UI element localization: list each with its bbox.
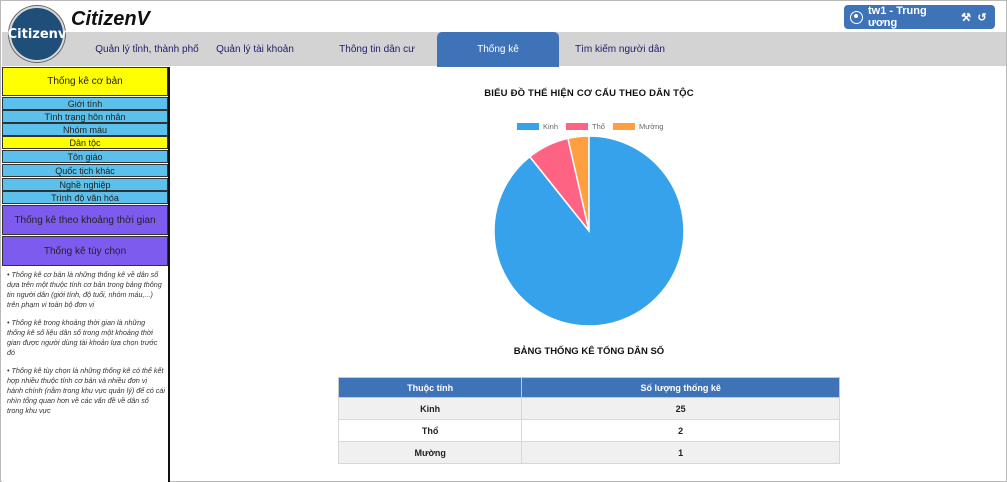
- sidebar-item-occupation[interactable]: Nghề nghiệp: [2, 178, 168, 191]
- sidebar-item-nationality[interactable]: Quốc tịch khác: [2, 164, 168, 177]
- cell-count: 2: [521, 419, 840, 442]
- table-header-row: Thuộc tính Số lượng thống kê: [337, 377, 840, 398]
- legend-label: Kinh: [543, 122, 559, 131]
- logo-text: Citizenv: [7, 26, 67, 42]
- legend-item[interactable]: Kinh: [517, 122, 558, 131]
- header-attribute: Thuộc tính: [337, 377, 523, 398]
- pie-slice-kinh[interactable]: [493, 135, 685, 327]
- sidebar-period-stats[interactable]: Thống kê theo khoảng thời gian: [2, 205, 168, 235]
- note-custom: • Thống kê tùy chọn là những thống kê có…: [7, 366, 165, 415]
- nav-search-citizen[interactable]: Tìm kiếm người dân: [575, 43, 665, 55]
- legend-label: Mường: [638, 122, 664, 131]
- cell-count: 1: [521, 441, 840, 464]
- sidebar-item-ethnicity[interactable]: Dân tộc: [2, 136, 168, 149]
- legend-swatch: [612, 123, 635, 130]
- user-icon: [850, 10, 863, 24]
- sidebar-item-education[interactable]: Trình độ văn hóa: [2, 191, 168, 204]
- tools-icon[interactable]: ⚒: [961, 11, 971, 24]
- sidebar-basic-stats[interactable]: Thống kê cơ bản: [2, 67, 168, 96]
- cell-attribute: Thổ: [337, 419, 523, 442]
- table-row: Thổ 2: [337, 419, 840, 442]
- legend-swatch: [517, 123, 539, 130]
- user-menu[interactable]: tw1 - Trung ương ⚒ ↺: [844, 5, 995, 29]
- cell-attribute: Mường: [337, 441, 523, 464]
- brand-title: CitizenV: [71, 8, 150, 30]
- logo[interactable]: Citizenv: [7, 6, 67, 62]
- legend-item[interactable]: Mường: [612, 122, 664, 131]
- nav-residents[interactable]: Thông tin dân cư: [339, 43, 415, 55]
- sidebar-item-blood[interactable]: Nhóm máu: [2, 123, 168, 136]
- nav-provinces[interactable]: Quản lý tỉnh, thành phố: [95, 43, 199, 55]
- legend-swatch: [566, 123, 589, 130]
- chart-legend: Kinh Thổ Mường: [517, 122, 671, 131]
- sidebar-item-marital[interactable]: Tình trạng hôn nhân: [2, 110, 168, 123]
- main-nav: Quản lý tỉnh, thành phố Quản lý tài khoả…: [2, 32, 1006, 67]
- legend-label: Thổ: [592, 122, 605, 131]
- sidebar-notes: • Thống kê cơ bản là những thống kê về d…: [7, 270, 165, 424]
- user-name: tw1 - Trung ương: [868, 5, 927, 29]
- note-period: • Thống kê trong khoảng thời gian là nhữ…: [7, 318, 158, 357]
- population-table: Thuộc tính Số lượng thống kê Kinh 25 Thổ…: [337, 377, 840, 464]
- header-count: Số lượng thống kê: [521, 377, 840, 398]
- legend-item[interactable]: Thổ: [566, 122, 605, 131]
- table-row: Kinh 25: [337, 397, 840, 420]
- cell-attribute: Kinh: [337, 397, 523, 420]
- note-basic: • Thống kê cơ bản là những thống kê về d…: [7, 270, 162, 309]
- ethnicity-pie-chart[interactable]: [489, 131, 689, 331]
- nav-statistics[interactable]: Thống kê: [437, 32, 559, 67]
- logout-icon[interactable]: ↺: [977, 11, 987, 24]
- sidebar-custom-stats[interactable]: Thống kê tùy chọn: [2, 236, 168, 266]
- nav-accounts[interactable]: Quản lý tài khoản: [216, 43, 294, 55]
- sidebar: Thống kê cơ bản Giới tính Tình trạng hôn…: [2, 67, 170, 482]
- chart-title: BIỂU ĐỒ THỂ HIỆN CƠ CẤU THEO DÂN TỘC: [484, 88, 694, 99]
- table-row: Mường 1: [337, 441, 840, 464]
- table-title: BẢNG THỐNG KÊ TỔNG DÂN SỐ: [513, 346, 665, 357]
- cell-count: 25: [521, 397, 840, 420]
- sidebar-item-religion[interactable]: Tôn giáo: [2, 150, 168, 163]
- sidebar-item-gender[interactable]: Giới tính: [2, 97, 168, 110]
